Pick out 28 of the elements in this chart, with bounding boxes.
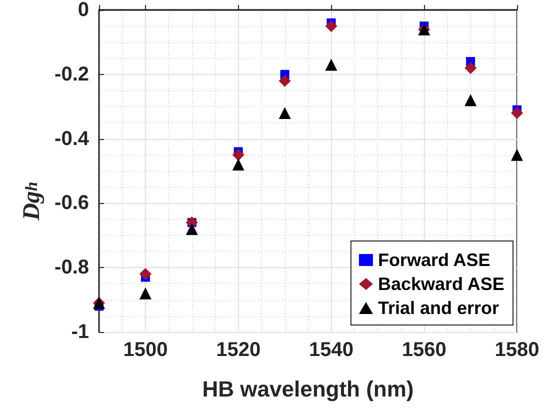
x-tick-label: 1540 — [308, 339, 354, 361]
y-tick-label: -0.2 — [54, 63, 89, 86]
point — [232, 148, 244, 161]
point — [278, 107, 291, 120]
x-tick-label: 1500 — [123, 339, 168, 361]
x-tick-label: 1580 — [494, 339, 540, 361]
x-tick-label: 1560 — [402, 339, 446, 361]
y-tick-label: 0 — [78, 0, 89, 21]
point — [325, 20, 338, 32]
y-tick-label: -1 — [71, 321, 89, 343]
point — [139, 287, 152, 300]
x-axis-title: HB wavelength (nm) — [202, 376, 414, 402]
point — [325, 58, 338, 71]
y-tick-label: -0.6 — [54, 192, 89, 214]
point — [464, 94, 477, 106]
point — [139, 268, 152, 280]
y-tick-label: -0.4 — [54, 128, 90, 150]
point — [464, 62, 477, 74]
y-tick-label: -0.8 — [54, 256, 89, 279]
point — [186, 222, 198, 235]
point — [278, 74, 291, 87]
point — [511, 148, 523, 161]
x-tick-label: 1520 — [216, 339, 261, 361]
legend-label: Forward ASE — [378, 250, 490, 270]
point — [232, 158, 244, 171]
legend-label: Trial and error — [378, 298, 499, 318]
point — [511, 107, 523, 120]
legend-label: Backward ASE — [378, 274, 504, 294]
